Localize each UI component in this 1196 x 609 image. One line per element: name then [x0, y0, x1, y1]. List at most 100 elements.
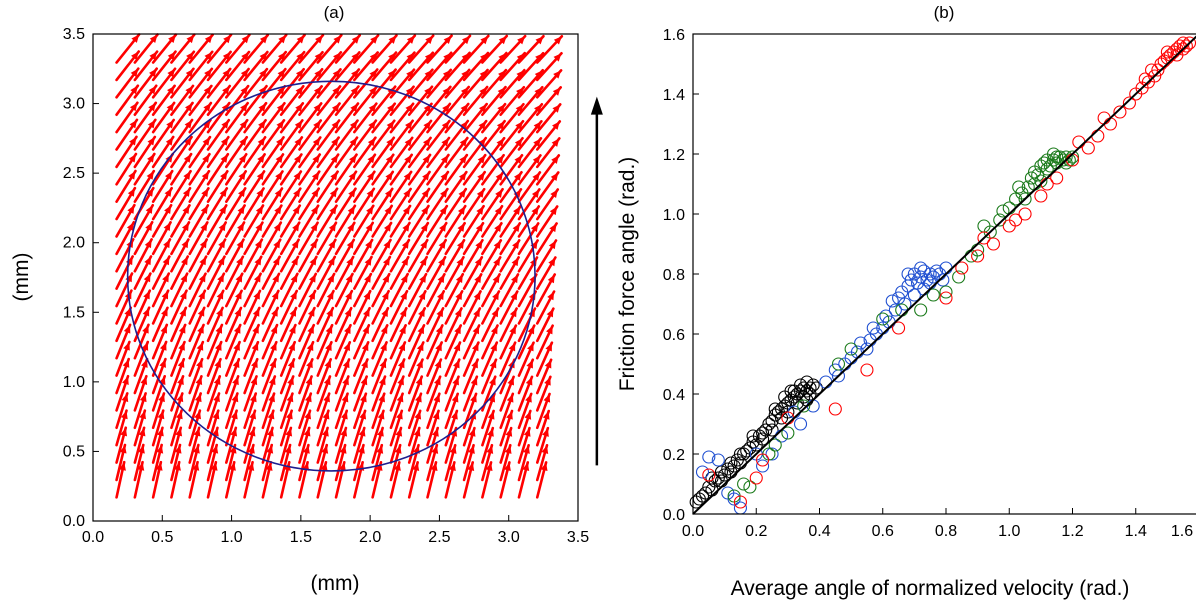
field-arrow — [535, 273, 557, 308]
field-arrow — [535, 34, 564, 64]
field-arrow — [261, 409, 275, 447]
field-arrow — [462, 136, 488, 169]
panel-b-label: (b) — [934, 3, 955, 22]
field-arrow — [426, 136, 451, 169]
scatter-point — [737, 477, 751, 491]
field-arrow — [261, 119, 286, 151]
field-arrow — [261, 238, 282, 273]
field-arrow — [334, 238, 356, 273]
field-arrow — [115, 67, 140, 99]
field-arrow — [407, 187, 431, 221]
scatter-point — [819, 375, 833, 389]
field-arrow — [426, 307, 445, 343]
field-arrow — [316, 102, 341, 134]
scatter-point — [756, 426, 770, 440]
field-arrow — [407, 170, 431, 203]
field-arrow — [225, 357, 241, 395]
field-arrow — [188, 33, 214, 64]
y-tick-label-a: 2.5 — [63, 165, 85, 182]
scatter-point — [914, 261, 928, 275]
field-arrow — [499, 307, 518, 343]
field-arrow — [188, 306, 206, 343]
field-arrow — [517, 392, 533, 430]
field-arrow — [389, 443, 402, 482]
field-arrow — [316, 33, 343, 64]
field-arrow — [481, 153, 505, 186]
field-arrow — [225, 460, 236, 499]
field-arrow — [261, 306, 279, 343]
field-arrow — [279, 443, 292, 482]
field-arrow — [133, 203, 155, 238]
field-arrow — [371, 255, 392, 290]
field-arrow — [353, 289, 372, 325]
field-arrow — [151, 409, 165, 447]
field-arrow — [481, 443, 494, 482]
field-arrow — [334, 289, 354, 325]
field-arrow — [481, 358, 498, 395]
field-arrow — [133, 220, 154, 256]
field-arrow — [115, 357, 130, 395]
x-tick-label-b: 0.4 — [808, 523, 830, 540]
field-arrow — [535, 341, 554, 377]
field-arrow — [353, 34, 380, 64]
field-arrow — [298, 426, 311, 464]
field-arrow — [517, 461, 530, 499]
field-arrow — [334, 426, 348, 464]
field-arrow — [535, 256, 557, 290]
field-arrow — [188, 84, 213, 117]
field-arrow — [389, 392, 404, 430]
field-arrow — [499, 222, 522, 256]
field-arrow — [535, 461, 548, 499]
field-arrow — [462, 170, 487, 203]
field-arrow — [206, 323, 224, 360]
x-tick-label-b: 0.0 — [682, 523, 704, 540]
field-arrow — [517, 324, 536, 360]
field-arrow — [206, 169, 229, 203]
field-arrow — [279, 392, 294, 430]
scatter-point — [740, 444, 754, 458]
field-arrow — [188, 392, 202, 430]
field-arrow — [389, 34, 417, 64]
field-arrow — [407, 358, 424, 395]
scatter-point — [917, 264, 931, 278]
field-arrow — [279, 102, 305, 134]
scatter-point — [1037, 156, 1051, 170]
field-arrow — [444, 272, 465, 308]
field-arrow — [407, 409, 422, 447]
scatter-point — [756, 453, 770, 467]
contact-circle — [126, 80, 536, 472]
field-arrow — [444, 153, 469, 186]
field-arrow — [334, 255, 355, 290]
field-arrow — [298, 153, 322, 186]
field-arrow — [353, 153, 377, 186]
field-arrow — [462, 375, 479, 412]
field-arrow — [279, 170, 303, 203]
field-arrow — [170, 204, 191, 238]
field-arrow — [535, 120, 562, 151]
field-arrow — [170, 84, 195, 117]
field-arrow — [426, 170, 450, 203]
field-arrow — [481, 426, 495, 464]
field-arrow — [225, 84, 250, 117]
panel-b-scatter: (b) 0.0 0.2 0.4 0.6 0.8 1.0 1.2 1.4 1.6 0.00.20.… — [616, 3, 1196, 600]
field-arrow — [298, 255, 318, 290]
field-arrow — [206, 409, 220, 447]
velocity-field — [115, 33, 564, 499]
field-arrow — [535, 375, 552, 412]
x-tick-label-a: 0.5 — [151, 529, 173, 546]
field-arrow — [261, 153, 285, 186]
field-arrow — [371, 426, 384, 464]
field-arrow — [279, 358, 296, 395]
field-arrow — [407, 221, 430, 256]
x-tick-label-a: 3.0 — [498, 529, 520, 546]
scatter-point — [936, 273, 950, 287]
field-arrow — [243, 426, 256, 464]
field-arrow — [481, 221, 503, 256]
scatter-point — [1056, 153, 1070, 167]
field-arrow — [462, 51, 490, 82]
field-arrow — [261, 204, 283, 238]
scatter-point — [844, 342, 858, 356]
field-arrow — [133, 374, 148, 412]
field-arrow — [389, 187, 412, 221]
field-arrow — [188, 238, 209, 273]
